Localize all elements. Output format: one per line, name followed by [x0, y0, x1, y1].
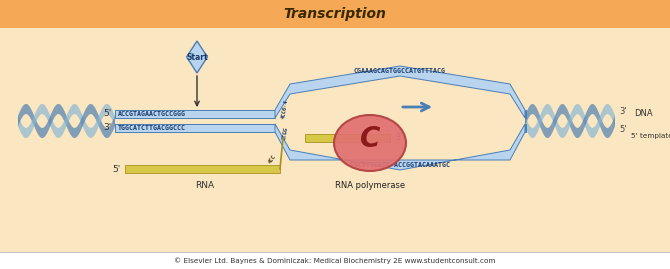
Text: RNA: RNA: [196, 180, 214, 189]
Text: © Elsevier Ltd. Baynes & Dominiczak: Medical Biochemistry 2E www.studentconsult.: © Elsevier Ltd. Baynes & Dominiczak: Med…: [174, 257, 496, 264]
Text: DNA: DNA: [634, 108, 653, 118]
Polygon shape: [187, 41, 208, 73]
Text: C: C: [360, 125, 380, 153]
Bar: [525, 124, 526, 132]
Text: 4CC: 4CC: [267, 154, 277, 164]
Text: 5': 5': [104, 109, 112, 119]
Text: TGGCATCTTGACGGCCC: TGGCATCTTGACGGCCC: [118, 125, 186, 131]
Bar: [0, 252, 670, 269]
Text: ACGAAAGCAG: ACGAAAGCAG: [307, 135, 347, 141]
Text: 4CC6·4: 4CC6·4: [281, 99, 289, 119]
Text: 5': 5': [113, 165, 121, 174]
Bar: [305, 134, 390, 142]
Text: 3': 3': [619, 108, 626, 116]
Bar: [115, 124, 275, 132]
Text: CGAAAGCAGTGGCCATGTTTACG: CGAAAGCAGTGGCCATGTTTACG: [354, 68, 446, 74]
Polygon shape: [275, 124, 525, 170]
Text: 5' template: 5' template: [631, 133, 670, 139]
Text: ACCGUAGAACUGCCGG: ACCGUAGAACUGCCGG: [127, 166, 191, 172]
Polygon shape: [275, 66, 525, 118]
Text: Transcription: Transcription: [283, 7, 387, 21]
Text: TGCTTTCGTC ACCGGTACAAATGC: TGCTTTCGTC ACCGGTACAAATGC: [350, 162, 450, 168]
Bar: [115, 110, 275, 118]
Text: CTGG: CTGG: [281, 126, 289, 140]
Text: 5': 5': [619, 126, 626, 134]
Text: RNA polymerase: RNA polymerase: [335, 181, 405, 190]
Bar: [125, 165, 280, 173]
Bar: [525, 110, 526, 118]
Text: ACCGTAGAACTGCCGGG: ACCGTAGAACTGCCGGG: [118, 111, 186, 117]
Text: 3': 3': [395, 133, 402, 143]
Text: 3': 3': [104, 123, 112, 133]
Ellipse shape: [334, 115, 406, 171]
Text: Start: Start: [186, 52, 208, 62]
Bar: [0, 0, 670, 28]
